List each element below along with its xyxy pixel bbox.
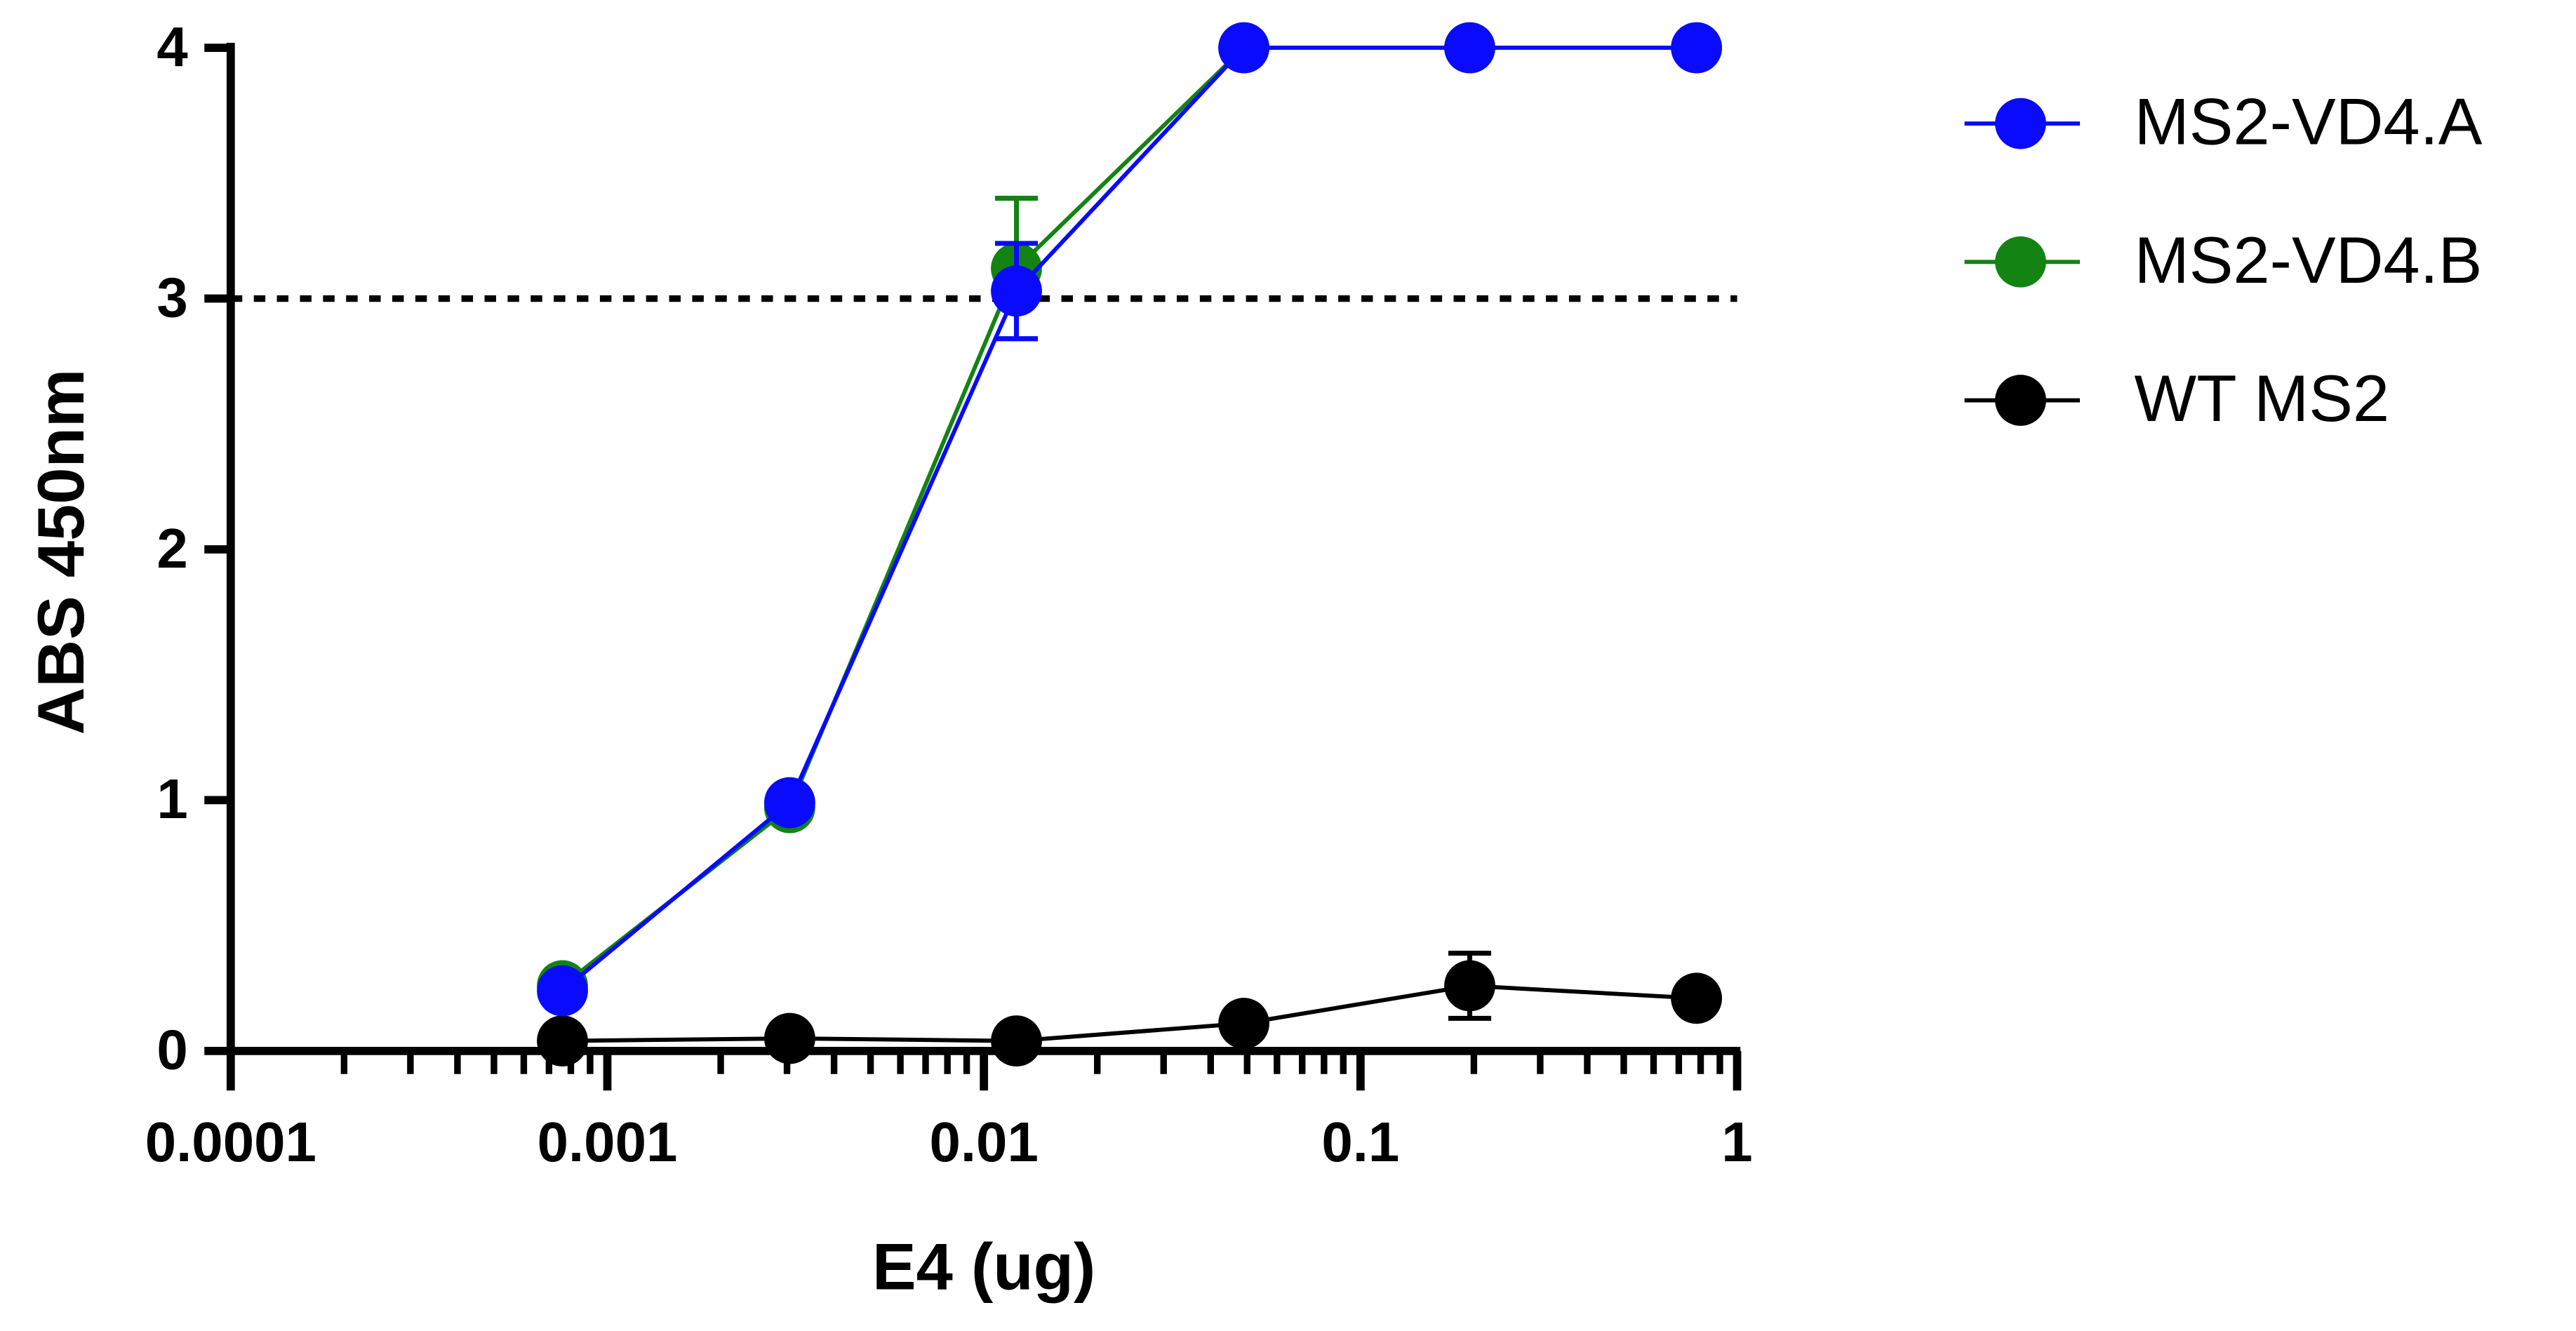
legend-marker bbox=[1995, 236, 2046, 288]
y-tick-label: 1 bbox=[156, 768, 187, 830]
legend-marker bbox=[1995, 375, 2046, 426]
y-tick-label: 3 bbox=[156, 266, 187, 328]
series-line bbox=[561, 46, 1697, 993]
data-point bbox=[991, 1015, 1042, 1066]
y-tick-label: 0 bbox=[156, 1019, 187, 1081]
legend-label: MS2-VD4.B bbox=[2135, 223, 2483, 297]
data-point bbox=[1671, 22, 1723, 74]
x-tick-label: 0.01 bbox=[929, 1111, 1038, 1173]
data-point bbox=[1444, 960, 1495, 1012]
data-point bbox=[763, 777, 815, 829]
y-tick-label: 2 bbox=[156, 517, 187, 580]
data-point bbox=[1218, 998, 1269, 1049]
x-tick-label: 1 bbox=[1721, 1111, 1752, 1173]
data-point bbox=[537, 965, 588, 1017]
legend-label: WT MS2 bbox=[2135, 361, 2390, 435]
series-line bbox=[561, 46, 1697, 988]
x-tick-label: 0.0001 bbox=[145, 1111, 316, 1173]
legend-label: MS2-VD4.A bbox=[2135, 85, 2483, 159]
data-point bbox=[1218, 22, 1269, 74]
data-point bbox=[1444, 22, 1495, 74]
y-axis-title: ABS 450nm bbox=[24, 369, 98, 735]
y-tick-label: 4 bbox=[156, 15, 187, 78]
data-point bbox=[537, 1015, 588, 1066]
data-point bbox=[991, 265, 1042, 317]
data-point bbox=[1671, 972, 1723, 1024]
series-line bbox=[562, 983, 1697, 1043]
x-tick-label: 0.1 bbox=[1321, 1111, 1399, 1173]
legend-marker bbox=[1995, 98, 2046, 149]
x-tick-label: 0.001 bbox=[538, 1111, 678, 1173]
x-axis-title: E4 (ug) bbox=[872, 1229, 1095, 1303]
data-point bbox=[763, 1012, 815, 1064]
